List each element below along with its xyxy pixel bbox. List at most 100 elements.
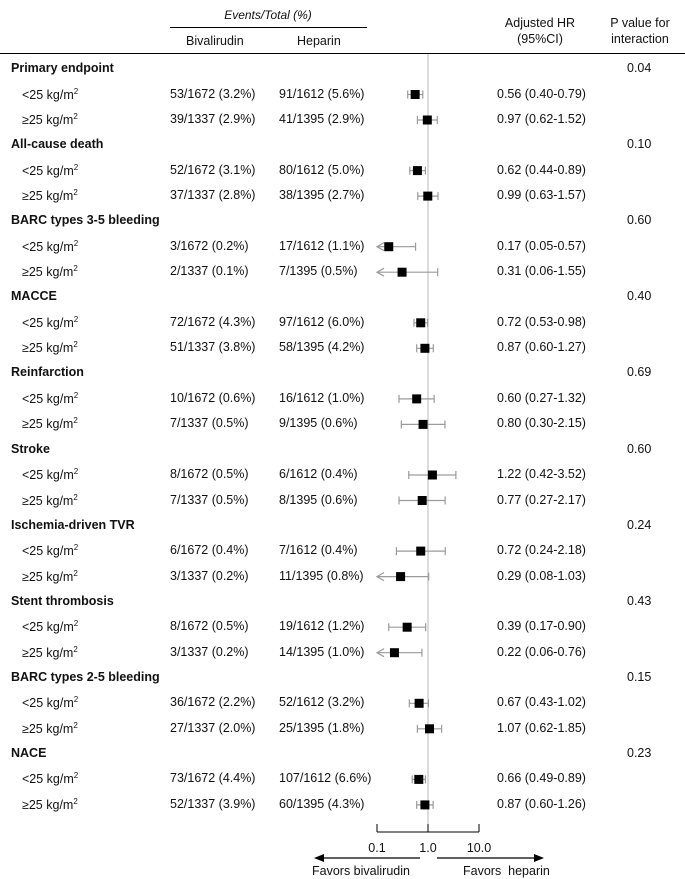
adjusted-hr-text: 0.56 (0.40-0.79) [497,86,586,101]
heparin-events: 11/1395 (0.8%) [279,568,364,583]
adjusted-hr-text: 0.17 (0.05-0.57) [497,238,586,253]
subgroup-label: ≥25 kg/m2 [22,493,78,508]
hr-point [416,318,426,328]
subgroup-label: ≥25 kg/m2 [22,188,78,203]
heparin-events: 16/1612 (1.0%) [279,390,365,405]
hr-point [389,648,399,658]
heparin-events: 17/1612 (1.1%) [279,238,365,253]
bivalirudin-events: 27/1337 (2.0%) [170,720,256,735]
subgroup-label: ≥25 kg/m2 [22,416,78,431]
subgroup-label-sup: 2 [73,86,79,96]
subgroup-label-text: <25 kg/m [22,239,74,254]
subgroup-label: <25 kg/m2 [22,695,78,710]
hr-point [427,470,437,480]
p-interaction: 0.10 [627,137,652,152]
subgroup-label: ≥25 kg/m2 [22,797,78,812]
col-header-hr-line1: Adjusted HR [504,16,576,30]
subgroup-label-sup: 2 [73,467,79,476]
hr-point [422,115,432,125]
subgroup-label-text: ≥25 kg/m [22,341,74,356]
heparin-events: 58/1395 (4.2%) [279,340,365,355]
hr-point [412,166,422,176]
hr-point [417,496,427,505]
heparin-events: 9/1395 (0.6%) [279,416,358,431]
subgroup-label-sup: 2 [73,264,78,274]
section-title: Primary endpoint [11,61,114,75]
bivalirudin-events: 51/1337 (3.8%) [170,340,256,355]
heparin-events: 91/1612 (5.6%) [279,86,365,101]
subgroup-label-sup: 2 [73,340,78,350]
bivalirudin-events: 53/1672 (3.2%) [170,86,256,101]
x-tick-label: 1.0 [419,841,436,855]
section-title: BARC types 2-5 bleeding [11,669,160,684]
subgroup-label: ≥25 kg/m2 [22,340,78,355]
bivalirudin-events: 73/1672 (4.4%) [170,771,256,786]
events-total-header: Events/Total (%) [224,8,312,22]
adjusted-hr-text: 0.67 (0.43-1.02) [497,695,586,710]
hr-point [416,546,426,556]
heparin-events: 25/1395 (1.8%) [279,720,365,735]
subgroup-label-sup: 2 [73,188,78,198]
hr-point [420,343,430,353]
section-title: MACCE [11,289,57,304]
subgroup-label-sup: 2 [73,390,79,400]
favors-right-arrowhead [534,854,544,862]
hr-point [410,90,420,99]
subgroup-label-sup: 2 [73,568,78,578]
subgroup-label-sup: 2 [73,796,78,806]
hr-point [420,800,430,810]
subgroup-label-text: <25 kg/m [22,163,74,178]
bivalirudin-events: 7/1337 (0.5%) [170,492,249,507]
adjusted-hr-text: 0.72 (0.53-0.98) [497,314,586,329]
adjusted-hr-text: 0.22 (0.06-0.76) [497,644,586,659]
hr-point [414,774,424,784]
section-title: NACE [11,745,47,760]
hr-point [423,191,433,201]
subgroup-label-text: ≥25 kg/m [22,493,74,508]
subgroup-label: ≥25 kg/m2 [22,569,78,584]
hr-point [418,419,428,429]
adjusted-hr-text: 0.66 (0.49-0.89) [497,771,586,786]
subgroup-label: ≥25 kg/m2 [22,721,78,736]
col-header-bivalirudin: Bivalirudin [186,34,244,48]
adjusted-hr-text: 1.22 (0.42-3.52) [497,467,586,481]
hr-point [414,698,424,708]
subgroup-label: <25 kg/m2 [22,543,78,558]
subgroup-label-sup: 2 [73,720,78,730]
heparin-events: 14/1395 (1.0%) [279,644,365,659]
bivalirudin-events: 2/1337 (0.1%) [170,264,249,279]
bivalirudin-events: 7/1337 (0.5%) [170,416,249,431]
bivalirudin-events: 8/1672 (0.5%) [170,467,249,481]
subgroup-label-text: <25 kg/m [22,87,74,102]
subgroup-label: ≥25 kg/m2 [22,645,78,660]
adjusted-hr-text: 0.77 (0.27-2.17) [497,492,586,507]
section-title: Reinfarction [11,365,84,380]
bivalirudin-events: 72/1672 (4.3%) [170,314,256,329]
section-title: BARC types 3-5 bleeding [11,213,160,228]
p-interaction: 0.60 [627,441,652,456]
subgroup-label-text: ≥25 kg/m [22,645,74,660]
col-header-p-line1: P value for [610,16,670,30]
favors-heparin-label: Favors heparin [463,864,550,878]
subgroup-label-text: <25 kg/m [22,696,74,711]
p-interaction: 0.43 [627,593,652,608]
subgroup-label: <25 kg/m2 [22,163,78,178]
bivalirudin-events: 3/1337 (0.2%) [170,568,249,583]
bivalirudin-events: 39/1337 (2.9%) [170,112,256,126]
hr-point [397,267,407,277]
subgroup-label-text: ≥25 kg/m [22,113,74,128]
x-tick-label: 0.1 [368,841,385,855]
ci-arrow-low [375,267,385,277]
subgroup-label-text: ≥25 kg/m [22,798,74,813]
header-underline [170,27,367,28]
heparin-events: 107/1612 (6.6%) [279,771,372,786]
heparin-events: 7/1612 (0.4%) [279,543,358,558]
p-interaction: 0.40 [627,289,652,304]
section-title: Ischemia-driven TVR [11,517,135,532]
bivalirudin-events: 3/1337 (0.2%) [170,644,249,659]
subgroup-label-sup: 2 [73,416,78,426]
header-rule [0,53,685,54]
adjusted-hr-text: 0.29 (0.08-1.03) [497,568,586,583]
bivalirudin-events: 8/1672 (0.5%) [170,619,249,634]
favors-bivalirudin-label: Favors bivalirudin [312,864,410,878]
